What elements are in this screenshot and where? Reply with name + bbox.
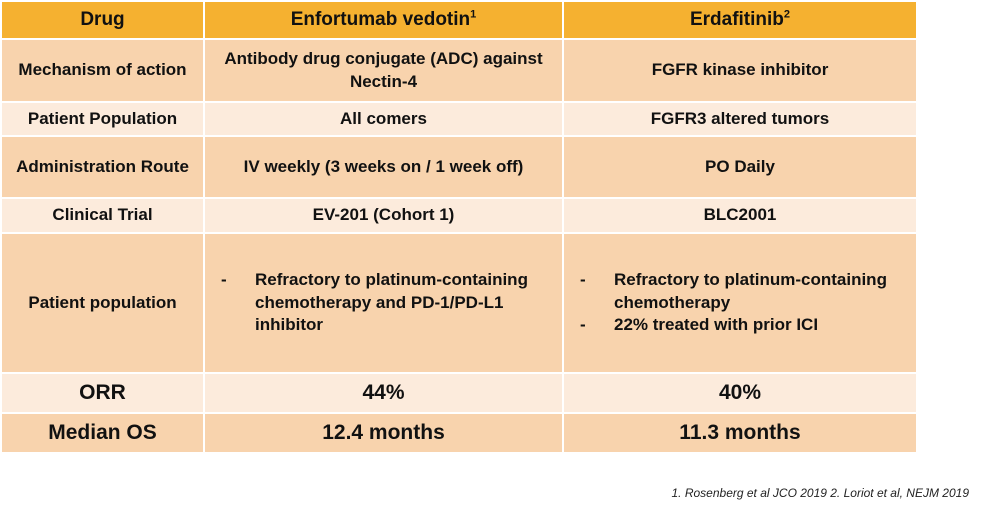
cell: FGFR kinase inhibitor (562, 38, 918, 103)
header-cell: Erdafitinib2 (562, 0, 918, 40)
table-row: Clinical Trial EV-201 (Cohort 1) BLC2001 (0, 197, 918, 234)
reference-note: 2 (783, 8, 791, 21)
table-row: Administration Route IV weekly (3 weeks o… (0, 135, 918, 199)
row-label: Patient Population (0, 101, 205, 137)
cell: 12.4 months (203, 412, 564, 454)
cell: BLC2001 (562, 197, 918, 234)
row-label: Median OS (0, 412, 205, 454)
bullet-list: Refractory to platinum-containing chemot… (572, 269, 908, 338)
cell: Refractory to platinum-containing chemot… (562, 232, 918, 374)
bullet-item: Refractory to platinum-containing chemot… (221, 269, 554, 338)
reference-note: 1 (470, 8, 477, 21)
table-row: Patient populationRefractory to platinum… (0, 232, 918, 374)
table-row: Patient Population All comers FGFR3 altere… (0, 101, 918, 137)
row-label: Administration Route (0, 135, 205, 199)
row-label: Mechanism of action (0, 38, 205, 103)
header-cell: Drug (0, 0, 205, 40)
header-cell: Enfortumab vedotin1 (203, 0, 564, 40)
comparison-table: Drug Enfortumab vedotin1 Erdafitinib2 Mech… (0, 0, 918, 454)
bullet-list: Refractory to platinum-containing chemot… (213, 269, 554, 338)
table-row: Mechanism of action Antibody drug conjuga… (0, 38, 918, 103)
cell: Antibody drug conjugate (ADC) against Ne… (203, 38, 564, 103)
cell: 11.3 months (562, 412, 918, 454)
drug-name: Erdafitinib (689, 9, 784, 31)
drug-name: Enfortumab vedotin (290, 9, 471, 31)
cell: EV-201 (Cohort 1) (203, 197, 564, 234)
header-row: Drug Enfortumab vedotin1 Erdafitinib2 (0, 0, 918, 40)
bullet-item: Refractory to platinum-containing chemot… (580, 269, 908, 315)
row-label: ORR (0, 372, 205, 414)
table-row: Median OS 12.4 months 11.3 months (0, 412, 918, 454)
cell: FGFR3 altered tumors (562, 101, 918, 137)
cell: All comers (203, 101, 564, 137)
cell: IV weekly (3 weeks on / 1 week off) (203, 135, 564, 199)
cell: 44% (203, 372, 564, 414)
row-label: Clinical Trial (0, 197, 205, 234)
cell: Refractory to platinum-containing chemot… (203, 232, 564, 374)
cell: PO Daily (562, 135, 918, 199)
row-label: Patient population (0, 232, 205, 374)
table-row: ORR 44% 40% (0, 372, 918, 414)
bullet-item: 22% treated with prior ICI (580, 314, 908, 337)
footnote: 1. Rosenberg et al JCO 2019 2. Loriot et… (671, 486, 970, 500)
cell: 40% (562, 372, 918, 414)
